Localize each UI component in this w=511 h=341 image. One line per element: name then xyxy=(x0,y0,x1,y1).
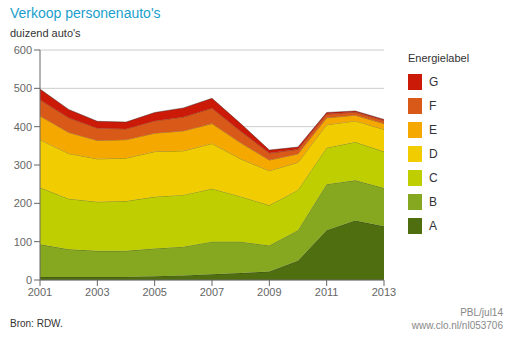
svg-text:200: 200 xyxy=(14,197,32,209)
html-text:Energielabel: Energielabel xyxy=(408,52,470,64)
html-text:Verkoop personenauto's: Verkoop personenauto's xyxy=(10,5,161,21)
html-text:duizend auto's: duizend auto's xyxy=(10,27,81,39)
html-text:C: C xyxy=(429,171,438,185)
html-text:B: B xyxy=(429,195,437,209)
svg-text:2001: 2001 xyxy=(28,286,52,298)
svg-text:0: 0 xyxy=(26,274,32,286)
html-text:E: E xyxy=(429,123,437,137)
html-text:A: A xyxy=(429,219,437,233)
svg-text:100: 100 xyxy=(14,236,32,248)
html-text:D: D xyxy=(429,147,438,161)
html-text:www.clo.nl/nl053706: www.clo.nl/nl053706 xyxy=(411,320,503,331)
html-text:Bron: RDW.: Bron: RDW. xyxy=(10,318,63,329)
html-text:G: G xyxy=(429,75,439,89)
svg-text:600: 600 xyxy=(14,44,32,56)
html-text:PBL/jul14: PBL/jul14 xyxy=(460,307,503,318)
svg-text:2009: 2009 xyxy=(257,286,281,298)
svg-text:300: 300 xyxy=(14,159,32,171)
svg-text:2007: 2007 xyxy=(200,286,224,298)
svg-text:2003: 2003 xyxy=(85,286,109,298)
svg-text:400: 400 xyxy=(14,121,32,133)
svg-text:500: 500 xyxy=(14,82,32,94)
svg-text:2011: 2011 xyxy=(315,286,339,298)
svg-text:2005: 2005 xyxy=(142,286,166,298)
html-text:F: F xyxy=(429,99,437,113)
svg-text:2013: 2013 xyxy=(372,286,396,298)
